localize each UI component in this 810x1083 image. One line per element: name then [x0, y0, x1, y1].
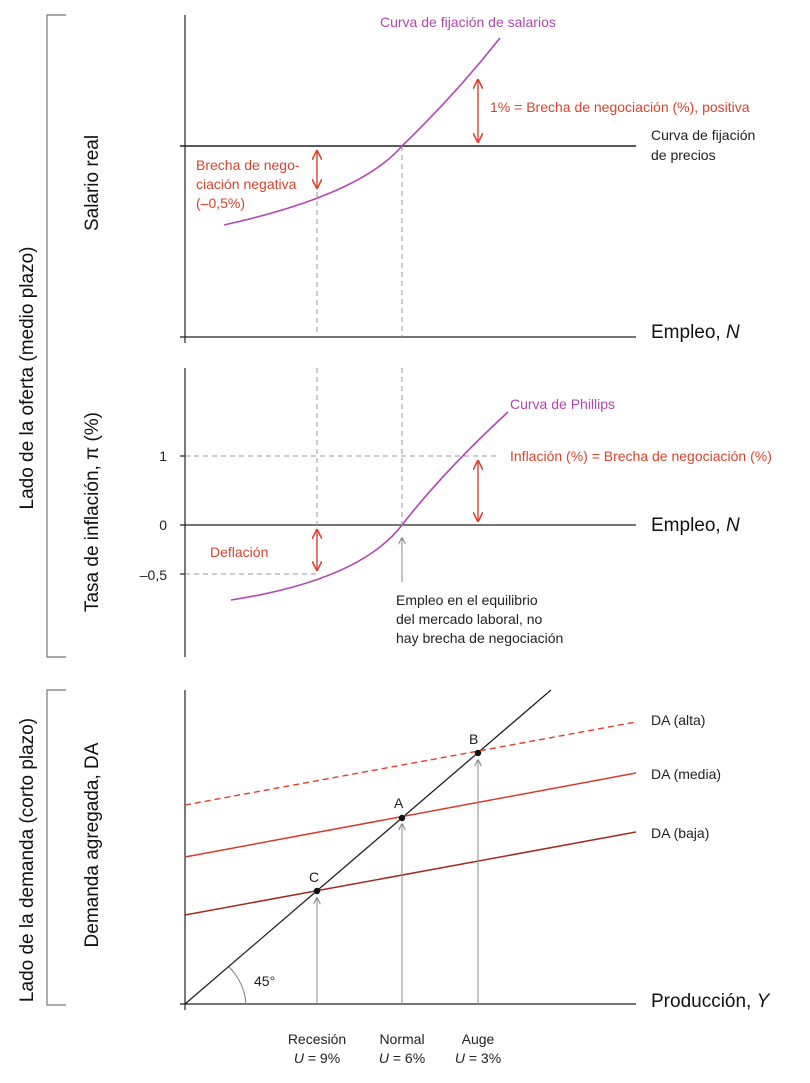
- recession-u-value: = 9%: [304, 1050, 340, 1066]
- ad-low-line: [184, 831, 637, 916]
- recession-label: Recesión: [288, 1031, 346, 1047]
- recession-u-var: U: [294, 1050, 305, 1066]
- point-c-label: C: [309, 869, 319, 885]
- wage-setting-curve: [223, 37, 501, 226]
- normal-label: Normal: [379, 1031, 424, 1047]
- panel-real-wage: Salario real Empleo, N Curva de fijación…: [82, 14, 755, 343]
- equilibrium-note-line3: hay brecha de negociación: [396, 630, 563, 646]
- point-c: [313, 887, 321, 895]
- demand-side-bracket: [46, 689, 66, 1006]
- inflation-y-label: Tasa de inflación, π (%): [82, 412, 103, 612]
- normal-u-value: = 6%: [389, 1050, 425, 1066]
- point-a-label: A: [394, 795, 404, 811]
- angle-arc: [228, 966, 247, 1005]
- equilibrium-note-line1: Empleo en el equilibrio: [396, 592, 538, 608]
- employment-axis-label-1: Empleo, N: [651, 322, 740, 343]
- boom-label: Auge: [462, 1031, 495, 1047]
- phillips-label: Curva de Phillips: [510, 396, 615, 412]
- boom-u-value: = 3%: [465, 1050, 501, 1066]
- point-a: [398, 814, 406, 822]
- price-setting-label-line2: de precios: [651, 147, 716, 163]
- output-axis-var: Y: [757, 991, 771, 1012]
- employment-axis-var-1: N: [726, 322, 740, 343]
- tick-label-neg: –0,5: [140, 567, 167, 583]
- inflation-note: Inflación (%) = Brecha de negociación (%…: [510, 448, 772, 464]
- employment-axis-label-2: Empleo, N: [651, 515, 740, 536]
- point-b-label: B: [469, 731, 478, 747]
- employment-axis-text-2: Empleo,: [651, 515, 726, 536]
- real-wage-y-label: Salario real: [82, 135, 103, 231]
- tick-label-1: 1: [159, 448, 167, 464]
- employment-axis-text-1: Empleo,: [651, 322, 726, 343]
- normal-unemployment: U = 6%: [379, 1050, 425, 1066]
- demand-side-label: Lado de la demanda (corto plazo): [17, 718, 38, 1002]
- normal-u-var: U: [379, 1050, 390, 1066]
- deflation-label: Deflación: [210, 544, 268, 560]
- ad-high-label: DA (alta): [651, 712, 705, 728]
- ad-mid-line: [184, 772, 637, 858]
- negative-gap-label-line1: Brecha de nego-: [196, 157, 300, 173]
- ad-high-line: [184, 721, 637, 806]
- tick-label-0: 0: [159, 517, 167, 533]
- supply-side-bracket: [46, 14, 66, 658]
- recession-unemployment: U = 9%: [294, 1050, 340, 1066]
- negative-gap-label-line3: (–0,5%): [196, 195, 245, 211]
- supply-side-label: Lado de la oferta (medio plazo): [17, 247, 38, 510]
- ad-y-label: Demanda agregada, DA: [82, 742, 103, 947]
- positive-gap-label: 1% = Brecha de negociación (%), positiva: [490, 99, 750, 115]
- negative-gap-label-line2: ciación negativa: [196, 176, 297, 192]
- boom-u-var: U: [455, 1050, 466, 1066]
- ad-mid-label: DA (media): [651, 766, 721, 782]
- price-setting-label-line1: Curva de fijación: [651, 127, 755, 143]
- output-axis-text: Producción,: [651, 991, 757, 1012]
- panel-aggregate-demand: Demanda agregada, DA Producción, Y 45° D…: [82, 689, 771, 1066]
- angle-label: 45°: [254, 973, 275, 989]
- employment-axis-var-2: N: [726, 515, 740, 536]
- phillips-curve: [230, 411, 509, 601]
- forty-five-degree-line: [184, 689, 552, 1005]
- panel-inflation: Tasa de inflación, π (%) Empleo, N 1 0 –…: [82, 368, 772, 657]
- ad-low-label: DA (baja): [651, 825, 709, 841]
- equilibrium-note-line2: del mercado laboral, no: [396, 611, 543, 627]
- wage-setting-label: Curva de fijación de salarios: [380, 14, 556, 30]
- output-axis-label: Producción, Y: [651, 991, 771, 1012]
- boom-unemployment: U = 3%: [455, 1050, 501, 1066]
- point-b: [474, 749, 482, 757]
